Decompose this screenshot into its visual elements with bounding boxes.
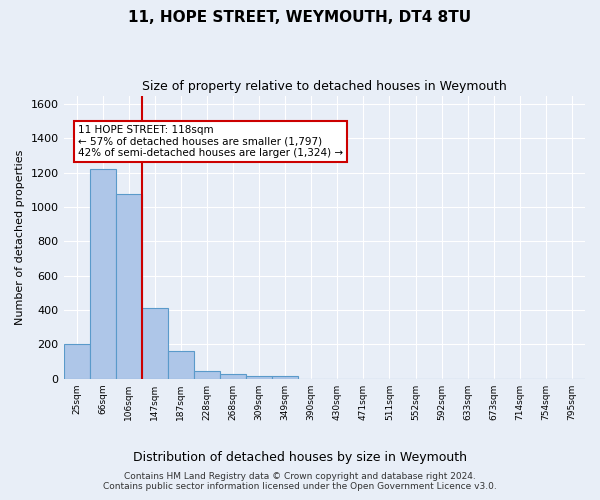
Bar	[116, 194, 142, 379]
Bar	[64, 344, 89, 379]
Bar	[272, 376, 298, 379]
Title: Size of property relative to detached houses in Weymouth: Size of property relative to detached ho…	[142, 80, 506, 93]
Bar	[89, 168, 116, 379]
Y-axis label: Number of detached properties: Number of detached properties	[15, 150, 25, 325]
Bar	[246, 376, 272, 379]
Bar	[142, 308, 168, 379]
Text: 11, HOPE STREET, WEYMOUTH, DT4 8TU: 11, HOPE STREET, WEYMOUTH, DT4 8TU	[128, 10, 472, 25]
Text: Distribution of detached houses by size in Weymouth: Distribution of detached houses by size …	[133, 451, 467, 464]
Bar	[194, 371, 220, 379]
Text: Contains HM Land Registry data © Crown copyright and database right 2024.
Contai: Contains HM Land Registry data © Crown c…	[103, 472, 497, 491]
Text: 11 HOPE STREET: 118sqm
← 57% of detached houses are smaller (1,797)
42% of semi-: 11 HOPE STREET: 118sqm ← 57% of detached…	[78, 124, 343, 158]
Bar	[168, 351, 194, 379]
Bar	[220, 374, 246, 379]
